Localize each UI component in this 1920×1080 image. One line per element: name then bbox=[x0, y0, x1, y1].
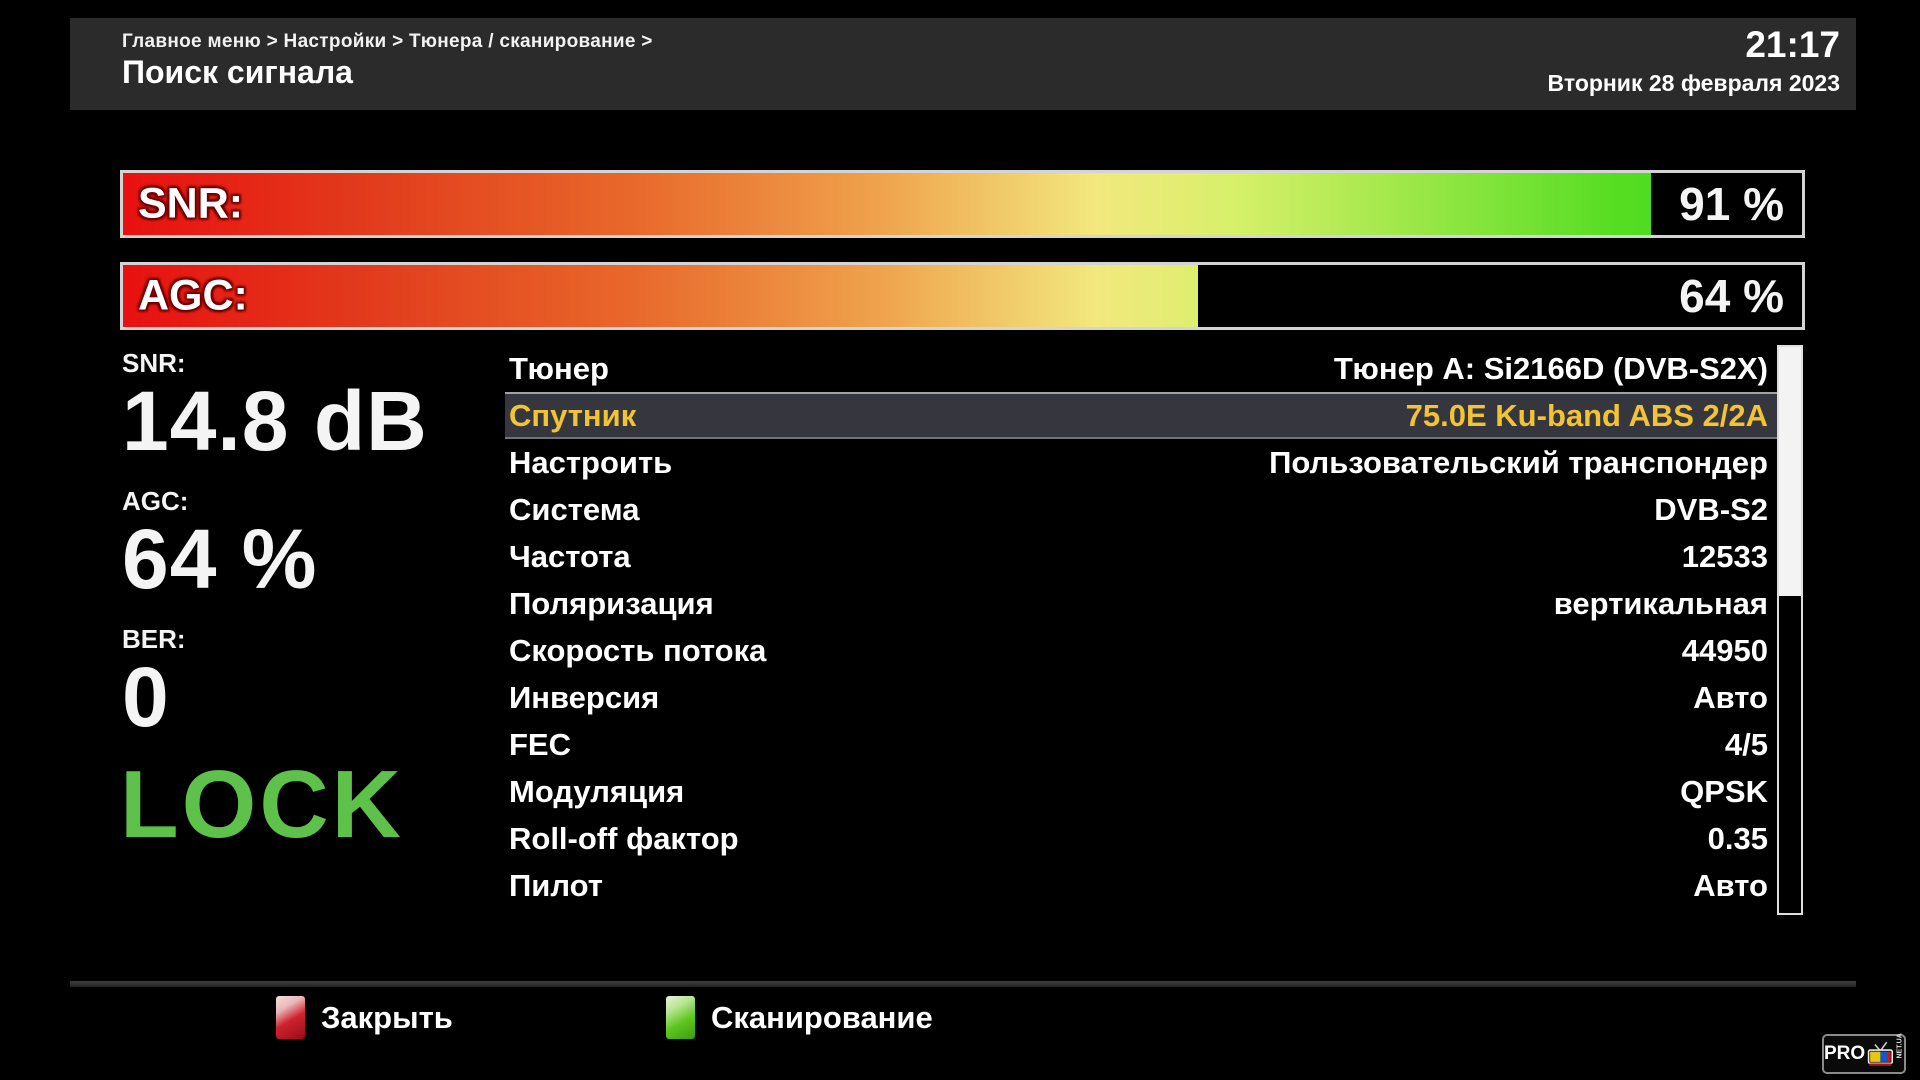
footer-divider bbox=[70, 981, 1856, 987]
protv-logo: PRO NET.UA bbox=[1822, 1032, 1906, 1074]
date: Вторник 28 февраля 2023 bbox=[1547, 70, 1840, 96]
menu-item-label: Тюнер bbox=[509, 350, 609, 386]
menu-row[interactable]: Пилот Авто bbox=[505, 862, 1778, 909]
menu-row[interactable]: Roll-off фактор 0.35 bbox=[505, 815, 1778, 862]
menu-row[interactable]: Спутник 75.0E Ku-band ABS 2/2A bbox=[505, 392, 1778, 439]
clock: 21:17 bbox=[1745, 24, 1840, 65]
stat-label: SNR: bbox=[122, 348, 186, 378]
menu-item-label: Спутник bbox=[509, 397, 637, 433]
header-panel: Главное меню > Настройки > Тюнера / скан… bbox=[70, 18, 1856, 110]
bar-label: AGC: bbox=[138, 271, 248, 320]
menu-item-label: FEC bbox=[509, 726, 571, 762]
menu-row[interactable]: Частота 12533 bbox=[505, 533, 1778, 580]
stat-label: BER: bbox=[122, 624, 186, 654]
red-key-hint[interactable]: Закрыть bbox=[276, 996, 453, 1039]
menu-item-value: Авто bbox=[1693, 867, 1768, 903]
agc-bar: AGC: 64 % bbox=[120, 262, 1805, 330]
menu-row[interactable]: Тюнер Тюнер A: Si2166D (DVB-S2X) bbox=[505, 345, 1778, 392]
breadcrumb: Главное меню > Настройки > Тюнера / скан… bbox=[122, 31, 653, 52]
stat-label: AGC: bbox=[122, 486, 189, 516]
snr-bar: SNR: 91 % bbox=[120, 170, 1805, 238]
menu-item-value: Пользовательский транспондер bbox=[1269, 444, 1768, 480]
menu-item-label: Система bbox=[509, 491, 640, 527]
menu-item-value: 44950 bbox=[1681, 632, 1768, 668]
stat: AGC: 64 % bbox=[122, 486, 512, 602]
menu-item-label: Инверсия bbox=[509, 679, 660, 715]
lock-status: LOCK bbox=[120, 751, 404, 858]
green-key-hint[interactable]: Сканирование bbox=[666, 996, 933, 1039]
stat: BER: 0 bbox=[122, 624, 512, 740]
menu-item-label: Модуляция bbox=[509, 773, 685, 809]
stat-value: 64 % bbox=[122, 512, 318, 606]
menu-item-value: DVB-S2 bbox=[1654, 491, 1768, 527]
menu-item-label: Частота bbox=[509, 538, 631, 574]
menu-item-value: 0.35 bbox=[1707, 820, 1768, 856]
menu-item-label: Скорость потока bbox=[509, 632, 767, 668]
scrollbar-thumb[interactable] bbox=[1779, 347, 1801, 597]
menu-row[interactable]: Настроить Пользовательский транспондер bbox=[505, 439, 1778, 486]
menu-item-label: Пилот bbox=[509, 867, 603, 903]
protv-logo-text: PRO bbox=[1824, 1043, 1866, 1064]
menu-item-value: QPSK bbox=[1680, 773, 1768, 809]
red-key-icon bbox=[276, 996, 305, 1039]
bar-gradient-fill bbox=[123, 173, 1802, 235]
menu-item-label: Поляризация bbox=[509, 585, 714, 621]
menu-item-value: Тюнер A: Si2166D (DVB-S2X) bbox=[1333, 350, 1768, 386]
menu-row[interactable]: Модуляция QPSK bbox=[505, 768, 1778, 815]
bar-empty-area bbox=[1197, 265, 1802, 327]
bar-empty-area bbox=[1650, 173, 1802, 235]
menu-item-value: вертикальная bbox=[1553, 585, 1768, 621]
menu-row[interactable]: FEC 4/5 bbox=[505, 721, 1778, 768]
tuner-settings-menu: Тюнер Тюнер A: Si2166D (DVB-S2X) Спутник… bbox=[505, 345, 1778, 909]
stat-value: 14.8 dB bbox=[122, 374, 428, 468]
bar-value: 91 % bbox=[1679, 178, 1784, 230]
page-title: Поиск сигнала bbox=[122, 54, 353, 90]
menu-item-value: 4/5 bbox=[1724, 726, 1768, 762]
menu-item-label: Roll-off фактор bbox=[509, 820, 739, 856]
stat-value: 0 bbox=[122, 650, 170, 744]
menu-item-value: Авто bbox=[1693, 679, 1768, 715]
menu-row[interactable]: Скорость потока 44950 bbox=[505, 627, 1778, 674]
bar-value: 64 % bbox=[1679, 270, 1784, 322]
scrollbar[interactable] bbox=[1777, 345, 1803, 915]
menu-row[interactable]: Система DVB-S2 bbox=[505, 486, 1778, 533]
protv-logo-suffix: NET.UA bbox=[1896, 1032, 1904, 1058]
menu-row[interactable]: Поляризация вертикальная bbox=[505, 580, 1778, 627]
menu-item-value: 75.0E Ku-band ABS 2/2A bbox=[1405, 397, 1768, 433]
signal-bars: SNR: 91 % AGC: 64 % bbox=[120, 170, 1805, 354]
green-key-icon bbox=[666, 996, 695, 1039]
tv-icon bbox=[1867, 1041, 1894, 1066]
key-hint-label: Закрыть bbox=[321, 1000, 453, 1035]
menu-row[interactable]: Инверсия Авто bbox=[505, 674, 1778, 721]
key-hint-label: Сканирование bbox=[711, 1000, 933, 1035]
signal-stats: SNR: 14.8 dB AGC: 64 % BER: 0 bbox=[122, 348, 512, 762]
menu-item-value: 12533 bbox=[1681, 538, 1768, 574]
menu-item-label: Настроить bbox=[509, 444, 673, 480]
stat: SNR: 14.8 dB bbox=[122, 348, 512, 464]
bar-label: SNR: bbox=[138, 179, 244, 228]
